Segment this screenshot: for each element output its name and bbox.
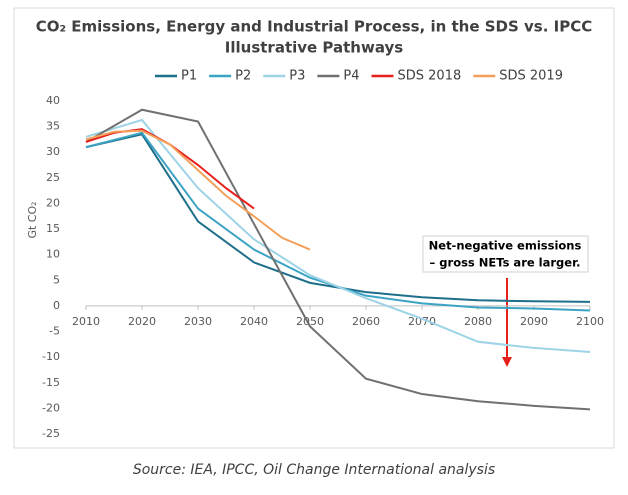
y-tick-label: -15: [42, 376, 60, 389]
chart-title: Illustrative Pathways: [225, 39, 404, 57]
y-tick-label: -20: [42, 401, 60, 414]
source: Source: IEA, IPCC, Oil Change Internatio…: [133, 462, 495, 478]
legend-label: P2: [235, 69, 251, 84]
legend-label: SDS 2018: [398, 69, 462, 84]
arrow-head: [502, 357, 512, 367]
y-tick-label: 0: [53, 299, 60, 312]
y-tick-label: 30: [46, 145, 60, 158]
y-tick-label: 20: [46, 196, 60, 209]
chart-frame: [13, 7, 615, 449]
x-tick-label: 2040: [240, 315, 268, 328]
annotation: Net-negative emissions: [429, 239, 582, 253]
series-line: [85, 118, 591, 354]
y-axis-label: Gt CO₂: [26, 201, 39, 238]
annotation: – gross NETs are larger.: [430, 256, 581, 270]
x-tick-label: 2020: [128, 315, 156, 328]
legend-label: P3: [289, 69, 305, 84]
y-tick-label: 35: [46, 120, 60, 133]
y-tick-label: -10: [42, 350, 60, 363]
y-tick-label: 40: [46, 94, 60, 107]
legend-label: SDS 2019: [499, 69, 563, 84]
x-tick-label: 2080: [464, 315, 492, 328]
legend-label: P1: [181, 69, 197, 84]
y-tick-label: -5: [49, 325, 60, 338]
y-tick-label: 5: [53, 273, 60, 286]
y-tick-label: -25: [42, 427, 60, 440]
chart-title: CO₂ Emissions, Energy and Industrial Pro…: [36, 18, 593, 36]
x-tick-label: 2030: [184, 315, 212, 328]
series-line: [85, 129, 311, 251]
x-tick-label: 2050: [296, 315, 324, 328]
annotation-box: [422, 235, 589, 273]
legend-label: P4: [343, 69, 359, 84]
x-tick-label: 2010: [72, 315, 100, 328]
series-line: [85, 108, 591, 411]
x-tick-label: 2100: [576, 315, 604, 328]
y-tick-label: 15: [46, 222, 60, 235]
x-tick-label: 2090: [520, 315, 548, 328]
y-tick-label: 25: [46, 171, 60, 184]
x-tick-label: 2060: [352, 315, 380, 328]
y-tick-label: 10: [46, 248, 60, 261]
x-tick-label: 2070: [408, 315, 436, 328]
